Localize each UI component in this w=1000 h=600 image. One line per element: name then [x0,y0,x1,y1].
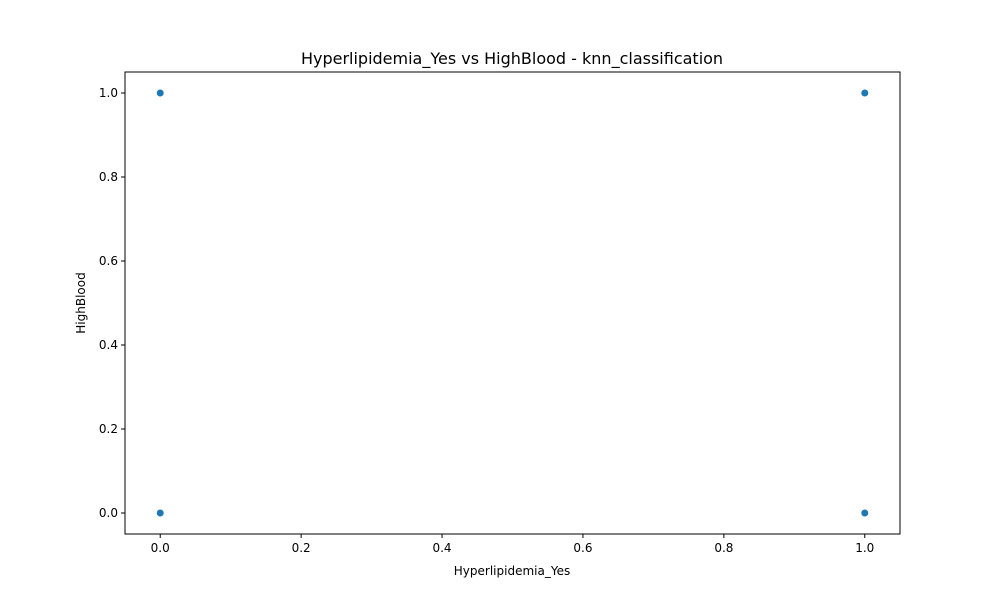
y-tick-label: 0.2 [99,422,118,436]
x-tick-label: 1.0 [855,541,874,555]
y-tick-label: 0.4 [99,338,118,352]
plot-area [125,72,900,534]
data-points [156,88,869,518]
plot-frame [124,71,901,535]
y-tick-label: 1.0 [99,86,118,100]
x-axis-ticks: 0.0 0.2 0.4 0.6 0.8 1.0 [151,534,874,555]
x-tick-label: 0.2 [292,541,311,555]
chart-title: Hyperlipidemia_Yes vs HighBlood - knn_cl… [301,49,723,69]
x-tick-label: 0.4 [432,541,451,555]
y-axis-label: HighBlood [74,272,88,333]
data-point [156,88,165,98]
x-tick-label: 0.0 [151,541,170,555]
data-point [860,508,869,518]
y-tick-label: 0.0 [99,506,118,520]
data-point [156,508,165,518]
x-tick-label: 0.6 [573,541,592,555]
x-axis-label: Hyperlipidemia_Yes [454,564,570,578]
y-tick-label: 0.6 [99,254,118,268]
y-tick-label: 0.8 [99,170,118,184]
y-axis-ticks: 0.0 0.2 0.4 0.6 0.8 1.0 [99,86,125,520]
data-point [860,88,869,98]
x-tick-label: 0.8 [714,541,733,555]
